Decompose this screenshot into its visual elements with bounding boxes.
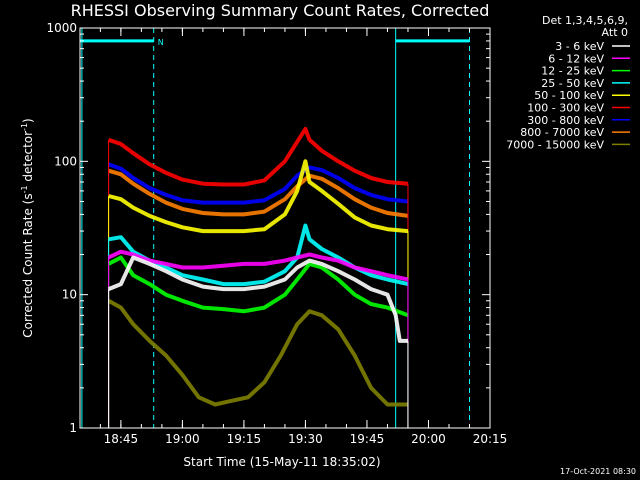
x-tick-label: 19:45 <box>350 432 385 446</box>
series-path <box>107 255 408 343</box>
legend-label: 7000 - 15000 keV <box>506 138 604 151</box>
x-axis: 18:45 19:00 19:15 19:30 19:45 20:00 20:15 <box>99 28 508 446</box>
series-path <box>108 168 409 218</box>
x-tick-label: 19:15 <box>227 432 262 446</box>
series-path <box>107 255 409 318</box>
plot-frame <box>79 27 491 429</box>
y-tick-label: 1000 <box>46 21 77 35</box>
legend-header-line2: Att 0 <box>602 26 628 39</box>
flag-label: N <box>158 38 164 47</box>
legend-label: 12 - 25 keV <box>541 65 604 78</box>
y-tick-label: 100 <box>54 154 77 168</box>
footer-timestamp: 17-Oct-2021 08:30 <box>560 467 636 476</box>
series-path <box>107 299 408 407</box>
legend-label: 50 - 100 keV <box>534 89 604 102</box>
series-line <box>107 255 409 428</box>
series-path <box>107 162 409 205</box>
x-tick-label: 20:00 <box>411 432 446 446</box>
x-tick-label: 19:00 <box>165 432 200 446</box>
x-tick-label: 19:30 <box>288 432 323 446</box>
x-tick-label: 20:15 <box>473 432 508 446</box>
legend-label: 100 - 300 keV <box>527 102 604 115</box>
legend-label: 800 - 7000 keV <box>520 126 604 139</box>
legend-header-line1: Det 1,3,4,5,6,9, <box>542 14 628 27</box>
x-tick-label: 18:45 <box>104 432 139 446</box>
plot-area: N <box>80 28 470 428</box>
legend-label: 3 - 6 keV <box>555 40 604 53</box>
legend-label: 6 - 12 keV <box>548 52 604 65</box>
series-path <box>107 249 409 282</box>
x-axis-label: Start Time (15-May-11 18:35:02) <box>183 455 380 469</box>
chart-title: RHESSI Observing Summary Count Rates, Co… <box>71 1 490 20</box>
legend-label: 25 - 50 keV <box>541 77 604 90</box>
series-path <box>107 126 409 187</box>
y-axis-label: Corrected Count Rate (s-1 detector-1) <box>20 118 35 337</box>
legend-label: 300 - 800 keV <box>527 114 604 127</box>
y-tick-label: 10 <box>62 288 77 302</box>
y-axis: 1 10 100 1000 <box>46 21 490 435</box>
y-tick-label: 1 <box>69 421 77 435</box>
series-path <box>108 159 409 234</box>
